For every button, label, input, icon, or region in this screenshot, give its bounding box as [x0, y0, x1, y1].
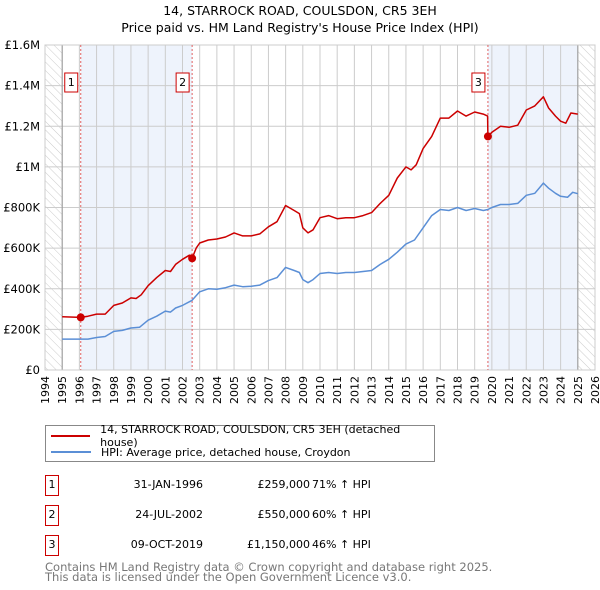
legend-item-hpi: HPI: Average price, detached house, Croy…	[46, 444, 351, 460]
y-tick-label: £1.4M	[4, 79, 40, 93]
plot-border	[44, 44, 596, 371]
x-tick-label: 2024	[555, 376, 568, 404]
x-tick-label: 2005	[228, 376, 241, 404]
y-tick-label: £0	[25, 363, 40, 377]
x-tick-label: 2001	[159, 376, 172, 404]
y-tick-label: £1.2M	[4, 119, 40, 133]
x-tick-label: 2014	[383, 376, 396, 404]
transaction-hpi: 71% ↑ HPI	[312, 478, 371, 491]
sale-label: 3	[475, 76, 482, 89]
transaction-hpi: 60% ↑ HPI	[312, 508, 371, 521]
x-tick-label: 2013	[366, 376, 379, 404]
chart-title: 14, STARROCK ROAD, COULSDON, CR5 3EH	[163, 3, 437, 18]
y-tick-label: £600K	[3, 241, 40, 255]
transaction-row: 3 09-OCT-2019 £1,150,000 46% ↑ HPI	[45, 535, 445, 556]
property-price-line	[62, 96, 578, 319]
x-tick-label: 2020	[486, 376, 499, 404]
sale-label: 1	[68, 76, 75, 89]
legend-label-hpi: HPI: Average price, detached house, Croy…	[101, 445, 351, 459]
y-tick-label: £1.6M	[4, 38, 40, 52]
x-tick-label: 2011	[331, 376, 344, 404]
legend-item-property: 14, STARROCK ROAD, COULSDON, CR5 3EH (de…	[46, 423, 434, 449]
legend-swatch-property	[51, 435, 91, 437]
transaction-number: 1	[45, 475, 59, 496]
x-tick-label: 2021	[503, 376, 516, 404]
x-tick-label: 2018	[452, 376, 465, 404]
x-tick-label: 1994	[39, 376, 52, 404]
hpi-line	[62, 182, 578, 340]
transaction-row: 1 31-JAN-1996 £259,000 71% ↑ HPI	[45, 475, 445, 496]
sale-point	[483, 132, 492, 141]
x-tick-label: 2006	[245, 376, 258, 404]
legend-swatch-hpi	[51, 451, 91, 453]
sale-point	[76, 313, 85, 322]
x-tick-label: 2023	[537, 376, 550, 404]
sale-label-box	[471, 72, 486, 93]
transaction-price: £550,000	[257, 508, 311, 521]
transaction-date: 24-JUL-2002	[135, 508, 203, 521]
x-tick-label: 2000	[142, 376, 155, 404]
sale-point	[188, 254, 197, 263]
y-tick-label: £1M	[15, 160, 40, 174]
y-tick-label: £200K	[3, 322, 40, 336]
x-tick-label: 2007	[262, 376, 275, 404]
transaction-hpi: 46% ↑ HPI	[312, 538, 371, 551]
transaction-date: 31-JAN-1996	[133, 478, 203, 491]
transaction-date: 09-OCT-2019	[130, 538, 203, 551]
y-tick-label: £400K	[3, 282, 40, 296]
transaction-price: £259,000	[257, 478, 311, 491]
sale-label: 2	[179, 76, 186, 89]
x-tick-label: 2017	[434, 376, 447, 404]
x-tick-label: 2008	[280, 376, 293, 404]
legend: 14, STARROCK ROAD, COULSDON, CR5 3EH (de…	[45, 423, 435, 462]
transaction-row: 2 24-JUL-2002 £550,000 60% ↑ HPI	[45, 505, 445, 526]
footer-copyright: Contains HM Land Registry data © Crown c…	[45, 560, 493, 574]
x-tick-label: 2002	[177, 376, 190, 404]
price-chart: 1994 1995 1996 1997 1998 1999 2000 2001 2002 2003…	[3, 38, 600, 404]
x-tick-label: 2026	[589, 376, 600, 404]
x-tick-label: 2004	[211, 376, 224, 404]
x-tick-label: 1995	[56, 376, 69, 404]
x-tick-label: 1999	[125, 376, 138, 404]
x-tick-label: 2010	[314, 376, 327, 404]
x-tick-label: 2012	[348, 376, 361, 404]
x-tick-label: 2015	[400, 376, 413, 404]
legend-label-property: 14, STARROCK ROAD, COULSDON, CR5 3EH (de…	[100, 423, 401, 449]
x-tick-label: 1998	[108, 376, 121, 404]
sale-label-box	[175, 72, 190, 93]
transaction-number: 2	[45, 505, 59, 526]
x-tick-label: 2003	[194, 376, 207, 404]
transaction-number: 3	[45, 535, 59, 556]
footer-licence: This data is licensed under the Open Gov…	[45, 570, 412, 584]
transaction-price: £1,150,000	[247, 538, 310, 551]
x-tick-label: 2022	[520, 376, 533, 404]
chart-subtitle: Price paid vs. HM Land Registry's House …	[121, 20, 479, 35]
sale-label-box	[64, 72, 79, 93]
x-tick-label: 2009	[297, 376, 310, 404]
x-tick-label: 2025	[572, 376, 585, 404]
x-tick-label: 2019	[469, 376, 482, 404]
x-tick-label: 2016	[417, 376, 430, 404]
x-tick-label: 1996	[73, 376, 86, 404]
y-tick-label: £800K	[3, 201, 40, 215]
x-tick-label: 1997	[91, 376, 104, 404]
